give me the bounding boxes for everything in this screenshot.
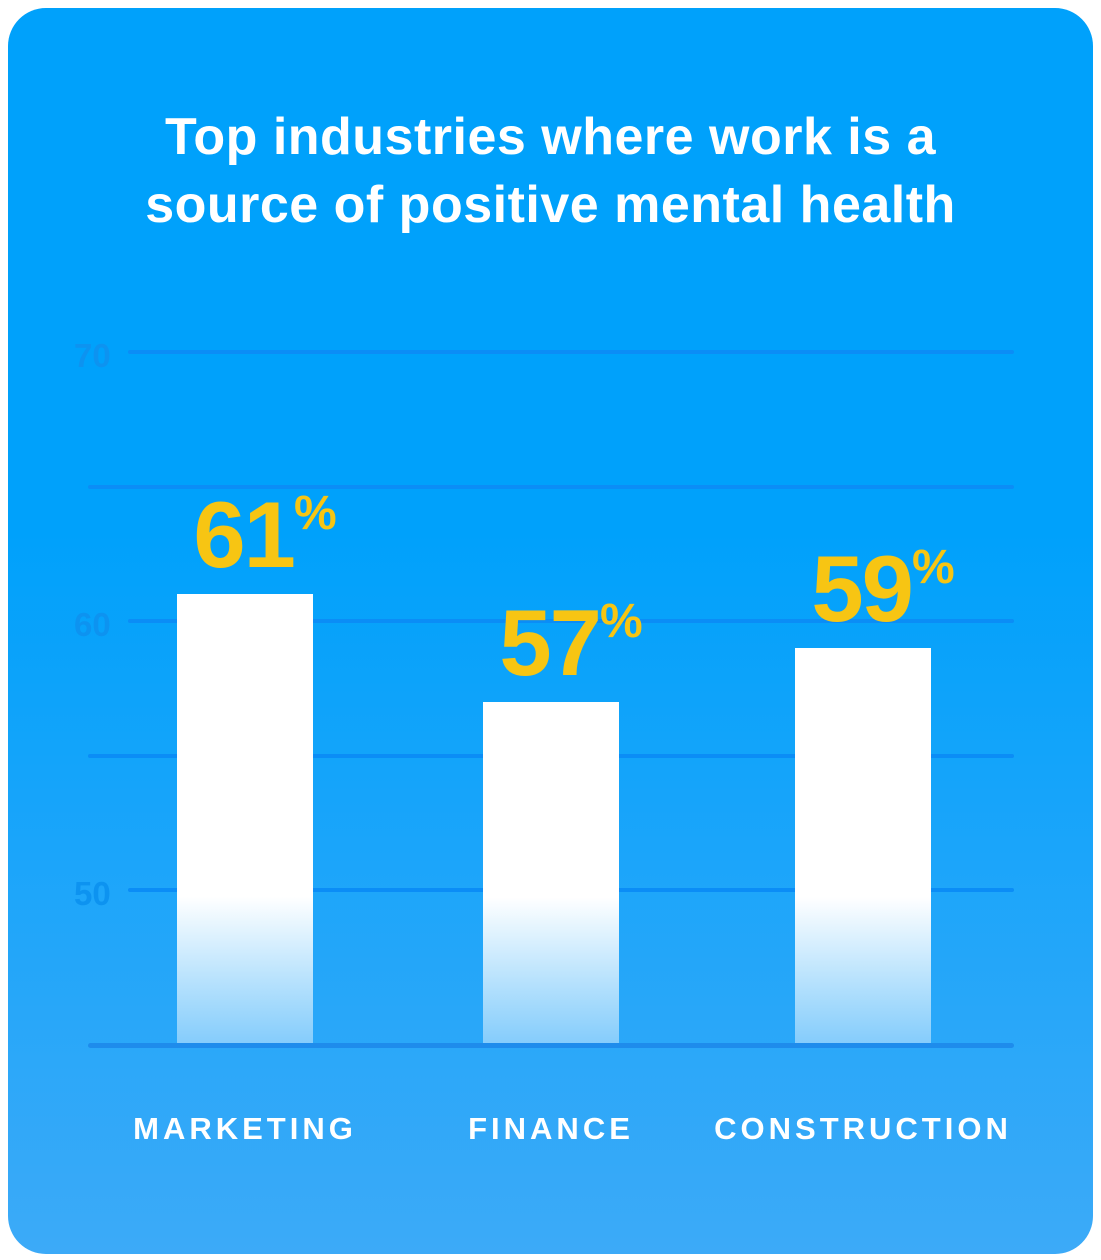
chart-card: Top industries where work is a source of… [8, 8, 1093, 1254]
percent-sign: % [599, 594, 643, 648]
value-label-marketing: 61% [145, 488, 385, 582]
value-number: 59 [811, 535, 914, 641]
category-label-finance: FINANCE [468, 1111, 634, 1146]
baseline-axis [88, 1043, 1014, 1048]
gridline-65 [88, 484, 1014, 489]
percent-sign: % [911, 540, 955, 594]
plot-area: 70 60 50 61% MARKETING 57% FINANCE 59% CONSTRUCT… [8, 8, 1093, 1254]
y-tick-label-50: 50 [74, 875, 111, 912]
bar-marketing [177, 594, 313, 1045]
category-label-marketing: MARKETING [133, 1111, 357, 1146]
bar-finance [483, 701, 619, 1045]
gridline-60 [128, 619, 1014, 623]
category-label-construction: CONSTRUCTION [714, 1111, 1012, 1146]
bar-construction [795, 647, 931, 1045]
value-number: 57 [499, 589, 602, 695]
y-tick-label-60: 60 [74, 606, 111, 643]
chart-title: Top industries where work is a source of… [145, 108, 956, 234]
value-label-finance: 57% [451, 594, 691, 690]
gridline-70 [128, 350, 1014, 354]
value-number: 61 [193, 482, 296, 588]
value-label-construction: 59% [763, 540, 1003, 636]
y-tick-label-70: 70 [74, 337, 111, 374]
percent-sign: % [293, 487, 337, 541]
